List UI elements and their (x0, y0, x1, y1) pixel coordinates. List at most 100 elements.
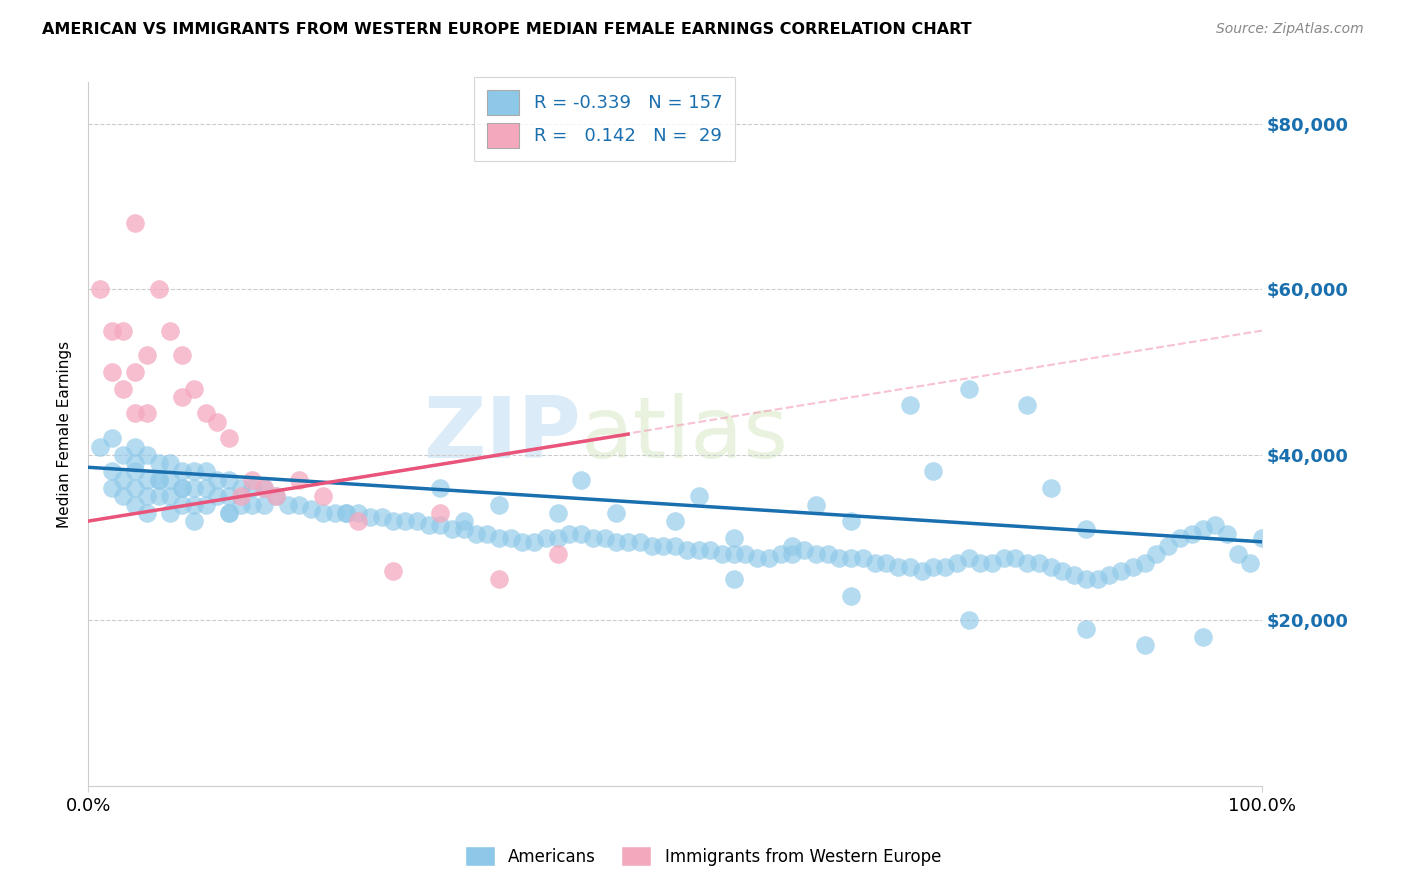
Point (194, 406, 217, 420)
Point (183, 464, 205, 478)
Point (605, 506, 627, 520)
Point (207, 489, 229, 503)
Point (547, 506, 569, 520)
Point (135, 489, 157, 503)
Point (253, 481, 276, 495)
Point (910, 564, 932, 578)
Point (170, 481, 193, 495)
Point (124, 464, 146, 478)
Point (335, 506, 357, 520)
Point (1074, 622, 1097, 636)
Point (1144, 547, 1167, 561)
Point (277, 498, 299, 512)
Point (183, 382, 205, 396)
Point (1017, 398, 1039, 412)
Point (148, 473, 170, 487)
Point (100, 431, 122, 445)
Point (183, 498, 205, 512)
Point (112, 489, 135, 503)
Point (664, 539, 686, 553)
Point (922, 559, 945, 574)
Point (288, 473, 311, 487)
Point (1239, 556, 1261, 570)
Point (148, 282, 170, 296)
Point (112, 382, 135, 396)
Point (1074, 522, 1097, 536)
Point (453, 514, 475, 528)
Point (640, 539, 662, 553)
Point (100, 324, 122, 338)
Point (558, 526, 581, 541)
Point (218, 473, 240, 487)
Point (922, 464, 945, 478)
Point (1063, 568, 1085, 582)
Point (688, 543, 710, 558)
Point (124, 481, 146, 495)
Point (382, 514, 405, 528)
Point (135, 506, 157, 520)
Point (852, 551, 875, 566)
Point (264, 489, 287, 503)
Point (312, 506, 335, 520)
Point (242, 473, 264, 487)
Point (547, 531, 569, 545)
Point (124, 216, 146, 230)
Point (159, 473, 181, 487)
Text: AMERICAN VS IMMIGRANTS FROM WESTERN EUROPE MEDIAN FEMALE EARNINGS CORRELATION CH: AMERICAN VS IMMIGRANTS FROM WESTERN EURO… (42, 22, 972, 37)
Point (418, 518, 440, 533)
Point (207, 415, 229, 429)
Point (617, 534, 640, 549)
Point (453, 522, 475, 536)
Point (312, 489, 335, 503)
Point (804, 498, 827, 512)
Point (488, 572, 510, 586)
Point (828, 551, 851, 566)
Legend: R = -0.339   N = 157, R =   0.142   N =  29: R = -0.339 N = 157, R = 0.142 N = 29 (474, 77, 735, 161)
Point (1122, 559, 1144, 574)
Point (699, 543, 721, 558)
Point (159, 489, 181, 503)
Point (664, 514, 686, 528)
Point (218, 506, 240, 520)
Point (242, 498, 264, 512)
Point (183, 514, 205, 528)
Point (135, 448, 157, 462)
Point (534, 531, 557, 545)
Text: ZIP: ZIP (423, 392, 581, 475)
Point (124, 498, 146, 512)
Point (734, 547, 756, 561)
Point (1133, 556, 1156, 570)
Point (1028, 556, 1050, 570)
Point (1017, 556, 1039, 570)
Point (218, 431, 240, 445)
Point (747, 551, 769, 566)
Point (628, 534, 651, 549)
Point (793, 543, 815, 558)
Point (229, 489, 252, 503)
Point (675, 543, 697, 558)
Point (170, 390, 193, 404)
Point (429, 518, 451, 533)
Point (159, 324, 181, 338)
Point (839, 551, 862, 566)
Point (1227, 547, 1250, 561)
Point (1157, 539, 1180, 553)
Point (288, 498, 311, 512)
Point (898, 398, 921, 412)
Point (264, 489, 287, 503)
Legend: Americans, Immigrants from Western Europe: Americans, Immigrants from Western Europ… (457, 838, 949, 875)
Point (464, 526, 486, 541)
Point (335, 506, 357, 520)
Point (723, 572, 745, 586)
Point (957, 614, 980, 628)
Point (194, 481, 217, 495)
Point (253, 498, 276, 512)
Point (148, 456, 170, 470)
Point (124, 456, 146, 470)
Point (782, 547, 804, 561)
Point (1039, 481, 1062, 495)
Point (652, 539, 675, 553)
Point (969, 556, 991, 570)
Point (957, 551, 980, 566)
Point (1039, 559, 1062, 574)
